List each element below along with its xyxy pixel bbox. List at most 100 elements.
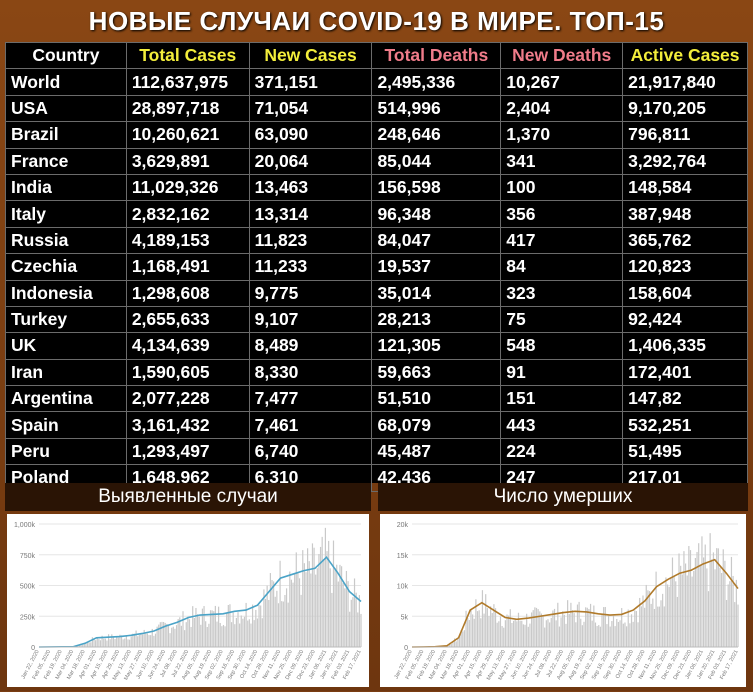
daily-bar xyxy=(528,627,529,647)
daily-bar xyxy=(557,603,558,647)
daily-bar xyxy=(140,634,141,647)
daily-bar xyxy=(252,605,253,647)
daily-bar xyxy=(161,622,162,647)
value-cell: 387,948 xyxy=(623,201,748,227)
daily-bar xyxy=(564,615,565,647)
value-cell: 2,832,162 xyxy=(126,201,249,227)
daily-bar xyxy=(572,610,573,647)
daily-bar xyxy=(113,637,114,647)
daily-bar xyxy=(169,633,170,647)
column-header: Total Cases xyxy=(126,43,249,69)
daily-bar xyxy=(649,591,650,647)
daily-bar xyxy=(597,626,598,647)
column-header: Total Deaths xyxy=(372,43,501,69)
daily-bar xyxy=(297,573,298,647)
daily-bar xyxy=(495,608,496,647)
value-cell: 9,775 xyxy=(249,280,372,306)
daily-bar xyxy=(732,576,733,647)
daily-bar xyxy=(588,609,589,647)
y-tick-label: 15k xyxy=(397,553,409,560)
daily-bar xyxy=(723,549,724,647)
daily-bar xyxy=(207,627,208,647)
daily-bar xyxy=(670,578,671,647)
daily-bar xyxy=(480,618,481,647)
daily-bar xyxy=(134,634,135,647)
daily-bar xyxy=(464,630,465,647)
daily-bar xyxy=(695,558,696,647)
daily-bar xyxy=(331,593,332,647)
daily-bar xyxy=(672,558,673,647)
country-cell: France xyxy=(6,148,127,174)
daily-bar xyxy=(216,622,217,647)
daily-bar xyxy=(472,614,473,647)
daily-bar xyxy=(683,551,684,647)
daily-bar xyxy=(565,624,566,647)
daily-bar xyxy=(279,561,280,647)
country-cell: UK xyxy=(6,333,127,359)
value-cell: 224 xyxy=(501,438,623,464)
daily-bar xyxy=(492,613,493,647)
value-cell: 365,762 xyxy=(623,227,748,253)
daily-bar xyxy=(278,603,279,647)
daily-bar xyxy=(600,627,601,647)
daily-bar xyxy=(582,625,583,647)
value-cell: 341 xyxy=(501,148,623,174)
daily-bar xyxy=(114,639,115,647)
daily-bar xyxy=(215,606,216,647)
daily-bar xyxy=(218,607,219,647)
daily-bar xyxy=(268,600,269,647)
daily-bar xyxy=(682,574,683,647)
daily-bar xyxy=(234,624,235,647)
daily-bar xyxy=(168,625,169,647)
daily-bar xyxy=(148,635,149,647)
daily-bar xyxy=(210,610,211,647)
daily-bar xyxy=(667,584,668,647)
daily-bar xyxy=(212,610,213,647)
daily-bar xyxy=(260,605,261,647)
daily-bar xyxy=(651,604,652,647)
daily-bar xyxy=(677,597,678,647)
daily-bar xyxy=(644,608,645,647)
daily-bar xyxy=(636,611,637,647)
daily-bar xyxy=(325,528,326,647)
daily-bar xyxy=(254,620,255,647)
daily-bar xyxy=(456,641,457,647)
daily-bar xyxy=(126,637,127,647)
daily-bar xyxy=(231,622,232,647)
daily-bar xyxy=(490,606,491,647)
country-cell: Iran xyxy=(6,359,127,385)
daily-bar xyxy=(147,633,148,647)
country-cell: Turkey xyxy=(6,306,127,332)
daily-bar xyxy=(171,628,172,647)
y-tick-label: 10k xyxy=(397,584,409,591)
daily-bar xyxy=(137,636,138,647)
daily-bar xyxy=(731,557,732,647)
daily-bar xyxy=(205,621,206,647)
daily-bar xyxy=(500,617,501,647)
daily-bar xyxy=(213,611,214,647)
value-cell: 248,646 xyxy=(372,122,501,148)
daily-bar xyxy=(674,576,675,647)
daily-bar xyxy=(351,600,352,647)
daily-bar xyxy=(544,628,545,647)
daily-bar xyxy=(637,622,638,647)
daily-bar xyxy=(296,552,297,647)
daily-bar xyxy=(592,621,593,647)
daily-bar xyxy=(346,571,347,647)
daily-bar xyxy=(323,559,324,647)
value-cell: 1,298,608 xyxy=(126,280,249,306)
daily-bar xyxy=(726,600,727,647)
daily-bar xyxy=(270,573,271,647)
column-header: New Cases xyxy=(249,43,372,69)
daily-bar xyxy=(508,616,509,647)
daily-bar xyxy=(145,634,146,647)
y-tick-label: 750k xyxy=(20,553,36,560)
value-cell: 112,637,975 xyxy=(126,69,249,95)
daily-bar xyxy=(728,584,729,647)
